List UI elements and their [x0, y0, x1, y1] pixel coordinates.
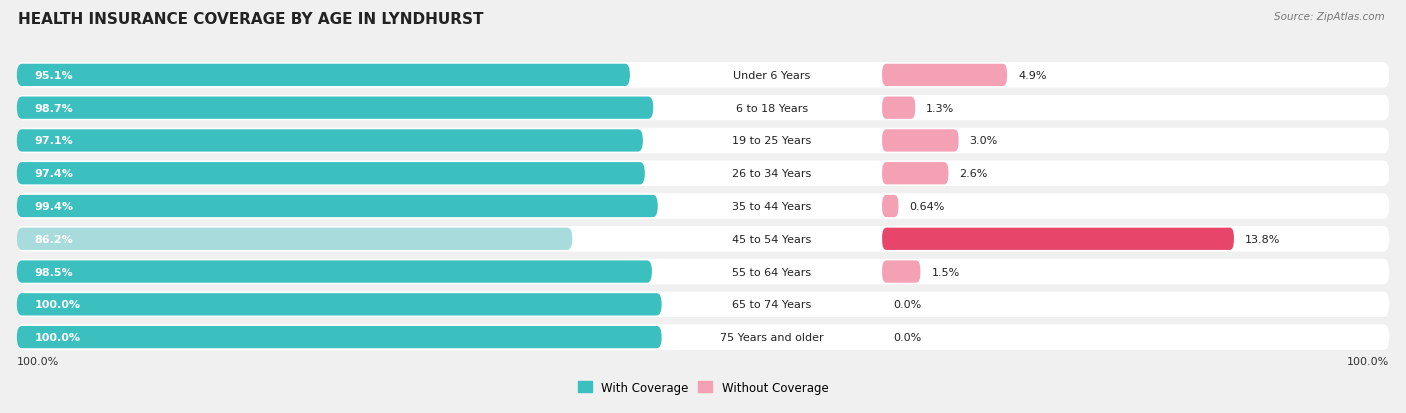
Text: 4.9%: 4.9%	[1018, 71, 1046, 81]
Text: 3.0%: 3.0%	[970, 136, 998, 146]
Text: 98.5%: 98.5%	[35, 267, 73, 277]
Text: 97.4%: 97.4%	[35, 169, 73, 179]
FancyBboxPatch shape	[882, 163, 949, 185]
Text: 100.0%: 100.0%	[17, 356, 59, 366]
FancyBboxPatch shape	[17, 261, 652, 283]
Text: 35 to 44 Years: 35 to 44 Years	[733, 202, 811, 211]
Text: 100.0%: 100.0%	[1347, 356, 1389, 366]
FancyBboxPatch shape	[17, 292, 1389, 317]
Text: 26 to 34 Years: 26 to 34 Years	[733, 169, 811, 179]
FancyBboxPatch shape	[17, 195, 658, 218]
FancyBboxPatch shape	[17, 226, 1389, 252]
Text: 2.6%: 2.6%	[959, 169, 988, 179]
Text: Source: ZipAtlas.com: Source: ZipAtlas.com	[1274, 12, 1385, 22]
FancyBboxPatch shape	[17, 228, 572, 250]
FancyBboxPatch shape	[17, 326, 662, 349]
Text: 45 to 54 Years: 45 to 54 Years	[733, 234, 811, 244]
Text: 6 to 18 Years: 6 to 18 Years	[735, 103, 808, 114]
Text: 97.1%: 97.1%	[35, 136, 73, 146]
FancyBboxPatch shape	[17, 128, 1389, 154]
Text: 19 to 25 Years: 19 to 25 Years	[733, 136, 811, 146]
Text: 65 to 74 Years: 65 to 74 Years	[733, 299, 811, 310]
Text: 86.2%: 86.2%	[35, 234, 73, 244]
Text: 95.1%: 95.1%	[35, 71, 73, 81]
FancyBboxPatch shape	[882, 228, 1234, 250]
FancyBboxPatch shape	[17, 63, 1389, 88]
FancyBboxPatch shape	[17, 259, 1389, 285]
FancyBboxPatch shape	[17, 194, 1389, 219]
Text: 1.5%: 1.5%	[931, 267, 960, 277]
Text: Under 6 Years: Under 6 Years	[734, 71, 810, 81]
Legend: With Coverage, Without Coverage: With Coverage, Without Coverage	[572, 376, 834, 399]
Text: 13.8%: 13.8%	[1244, 234, 1281, 244]
Text: 0.64%: 0.64%	[910, 202, 945, 211]
FancyBboxPatch shape	[882, 130, 959, 152]
FancyBboxPatch shape	[17, 161, 1389, 187]
Text: 55 to 64 Years: 55 to 64 Years	[733, 267, 811, 277]
FancyBboxPatch shape	[882, 64, 1007, 87]
FancyBboxPatch shape	[882, 261, 921, 283]
Text: 75 Years and older: 75 Years and older	[720, 332, 824, 342]
FancyBboxPatch shape	[17, 97, 654, 119]
FancyBboxPatch shape	[882, 195, 898, 218]
FancyBboxPatch shape	[17, 294, 662, 316]
Text: 0.0%: 0.0%	[893, 332, 921, 342]
FancyBboxPatch shape	[17, 64, 630, 87]
Text: 100.0%: 100.0%	[35, 332, 80, 342]
FancyBboxPatch shape	[17, 325, 1389, 350]
Text: 0.0%: 0.0%	[893, 299, 921, 310]
Text: 1.3%: 1.3%	[927, 103, 955, 114]
FancyBboxPatch shape	[17, 130, 643, 152]
Text: HEALTH INSURANCE COVERAGE BY AGE IN LYNDHURST: HEALTH INSURANCE COVERAGE BY AGE IN LYND…	[18, 12, 484, 27]
FancyBboxPatch shape	[17, 163, 645, 185]
FancyBboxPatch shape	[17, 96, 1389, 121]
Text: 99.4%: 99.4%	[35, 202, 73, 211]
FancyBboxPatch shape	[882, 97, 915, 119]
Text: 98.7%: 98.7%	[35, 103, 73, 114]
Text: 100.0%: 100.0%	[35, 299, 80, 310]
